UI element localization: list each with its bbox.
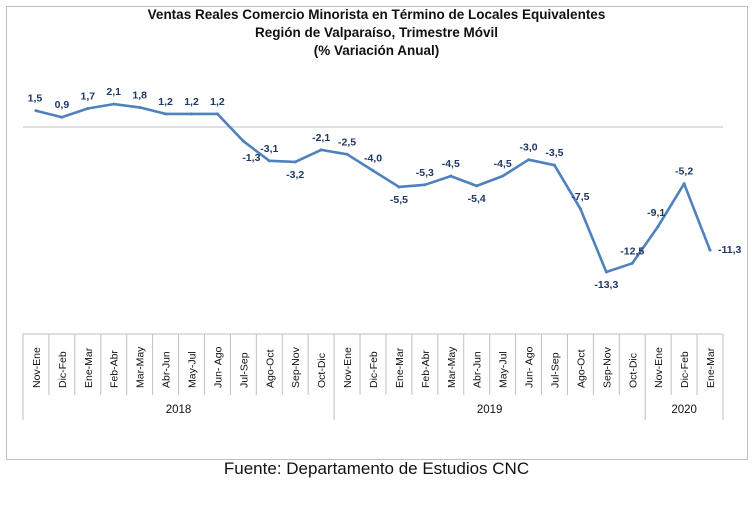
year-label: 2020 (671, 404, 697, 416)
data-label: -13,3 (594, 279, 618, 291)
data-point (293, 160, 297, 164)
category-label: Nov-Ene (653, 347, 665, 388)
data-point (604, 270, 608, 274)
data-point (552, 163, 556, 167)
data-label: -3,5 (545, 147, 563, 159)
data-point (319, 148, 323, 152)
category-label: Feb-Abr (109, 350, 121, 388)
data-label: -4,5 (442, 158, 460, 170)
data-label: -7,5 (571, 191, 589, 203)
data-point (682, 182, 686, 186)
category-label: Ene-Mar (705, 347, 717, 388)
chart-titles: Ventas Reales Comercio Minorista en Térm… (0, 6, 753, 60)
data-point (708, 248, 712, 252)
chart-title: Ventas Reales Comercio Minorista en Térm… (147, 7, 606, 22)
category-label: Nov-Ene (31, 347, 43, 388)
category-label: Ago-Oct (575, 349, 587, 388)
data-point (449, 174, 453, 178)
data-label: -3,1 (260, 143, 278, 155)
data-label: -5,2 (675, 166, 693, 178)
data-label: -12,5 (620, 245, 644, 257)
data-point (138, 105, 142, 109)
data-label: -2,1 (312, 132, 330, 144)
data-point (475, 184, 479, 188)
data-point (267, 159, 271, 163)
data-point (112, 102, 116, 106)
category-label: May-Jul (498, 351, 510, 388)
data-label: -3,2 (286, 169, 304, 181)
data-label: 2,1 (106, 86, 121, 98)
category-label: Dic-Feb (368, 351, 380, 388)
data-label: -5,5 (390, 194, 408, 206)
data-label: -2,5 (338, 136, 356, 148)
category-label: Abr-Jun (161, 351, 173, 388)
category-label: Abr-Jun (472, 351, 484, 388)
category-label: May-Jul (187, 351, 199, 388)
data-point (345, 152, 349, 156)
category-label: Nov-Ene (342, 347, 354, 388)
data-point (164, 112, 168, 116)
line-chart: 1,5 0,9 1,7 2,1 1,8 1,2 1,2 1,2 -1,3-3,1 -3,2 -2,1… (22, 86, 742, 420)
category-label: Jul-Sep (238, 352, 250, 388)
category-label: Jun- Ago (212, 346, 224, 388)
category-label: Sep-Nov (290, 346, 302, 388)
category-label: Jul-Sep (549, 352, 561, 388)
data-point (215, 112, 219, 116)
data-point (423, 183, 427, 187)
data-point (190, 112, 194, 116)
chart-subtitle-2: (% Variación Anual) (313, 43, 440, 58)
data-label: 1,2 (210, 96, 225, 108)
data-point (60, 115, 64, 119)
data-label: 1,2 (184, 96, 199, 108)
data-label: 1,2 (158, 96, 173, 108)
data-point (397, 185, 401, 189)
data-label: 1,7 (81, 90, 96, 102)
data-label: -4,5 (494, 158, 512, 170)
category-label: Oct-Dic (627, 353, 639, 388)
category-label: Feb-Abr (420, 350, 432, 388)
data-point (241, 139, 245, 143)
category-label: Mar-May (135, 346, 147, 388)
category-label: Ene-Mar (394, 347, 406, 388)
data-label: -4,0 (364, 153, 382, 165)
data-label: -5,3 (416, 167, 434, 179)
category-label: Sep-Nov (601, 346, 613, 388)
category-label: Dic-Feb (57, 351, 69, 388)
source-note: Fuente: Departamento de Estudios CNC (223, 459, 530, 478)
data-label: -1,3 (242, 152, 260, 164)
year-label: 2018 (166, 404, 192, 416)
data-label: 1,5 (28, 93, 43, 105)
category-label: Mar-May (446, 346, 458, 388)
year-label: 2019 (477, 404, 503, 416)
data-point (501, 174, 505, 178)
data-point (630, 261, 634, 265)
category-label: Dic-Feb (679, 351, 691, 388)
data-label: 0,9 (55, 99, 70, 111)
data-point (527, 158, 531, 162)
data-label: -3,0 (520, 142, 538, 154)
data-point (578, 207, 582, 211)
category-label: Jun- Ago (524, 346, 536, 388)
data-point (656, 224, 660, 228)
chart-subtitle: Región de Valparaíso, Trimestre Móvil (254, 25, 499, 40)
chart-frame (6, 6, 748, 460)
category-label: Oct-Dic (316, 353, 328, 388)
data-label: -9,1 (647, 207, 665, 219)
data-point (86, 106, 90, 110)
data-label: -11,3 (718, 244, 742, 256)
data-point (371, 169, 375, 173)
series-line (35, 102, 712, 274)
category-label: Ene-Mar (83, 347, 95, 388)
category-label: Ago-Oct (264, 349, 276, 388)
data-label: 1,8 (132, 89, 147, 101)
data-point (34, 109, 38, 113)
data-label: -5,4 (468, 193, 486, 205)
